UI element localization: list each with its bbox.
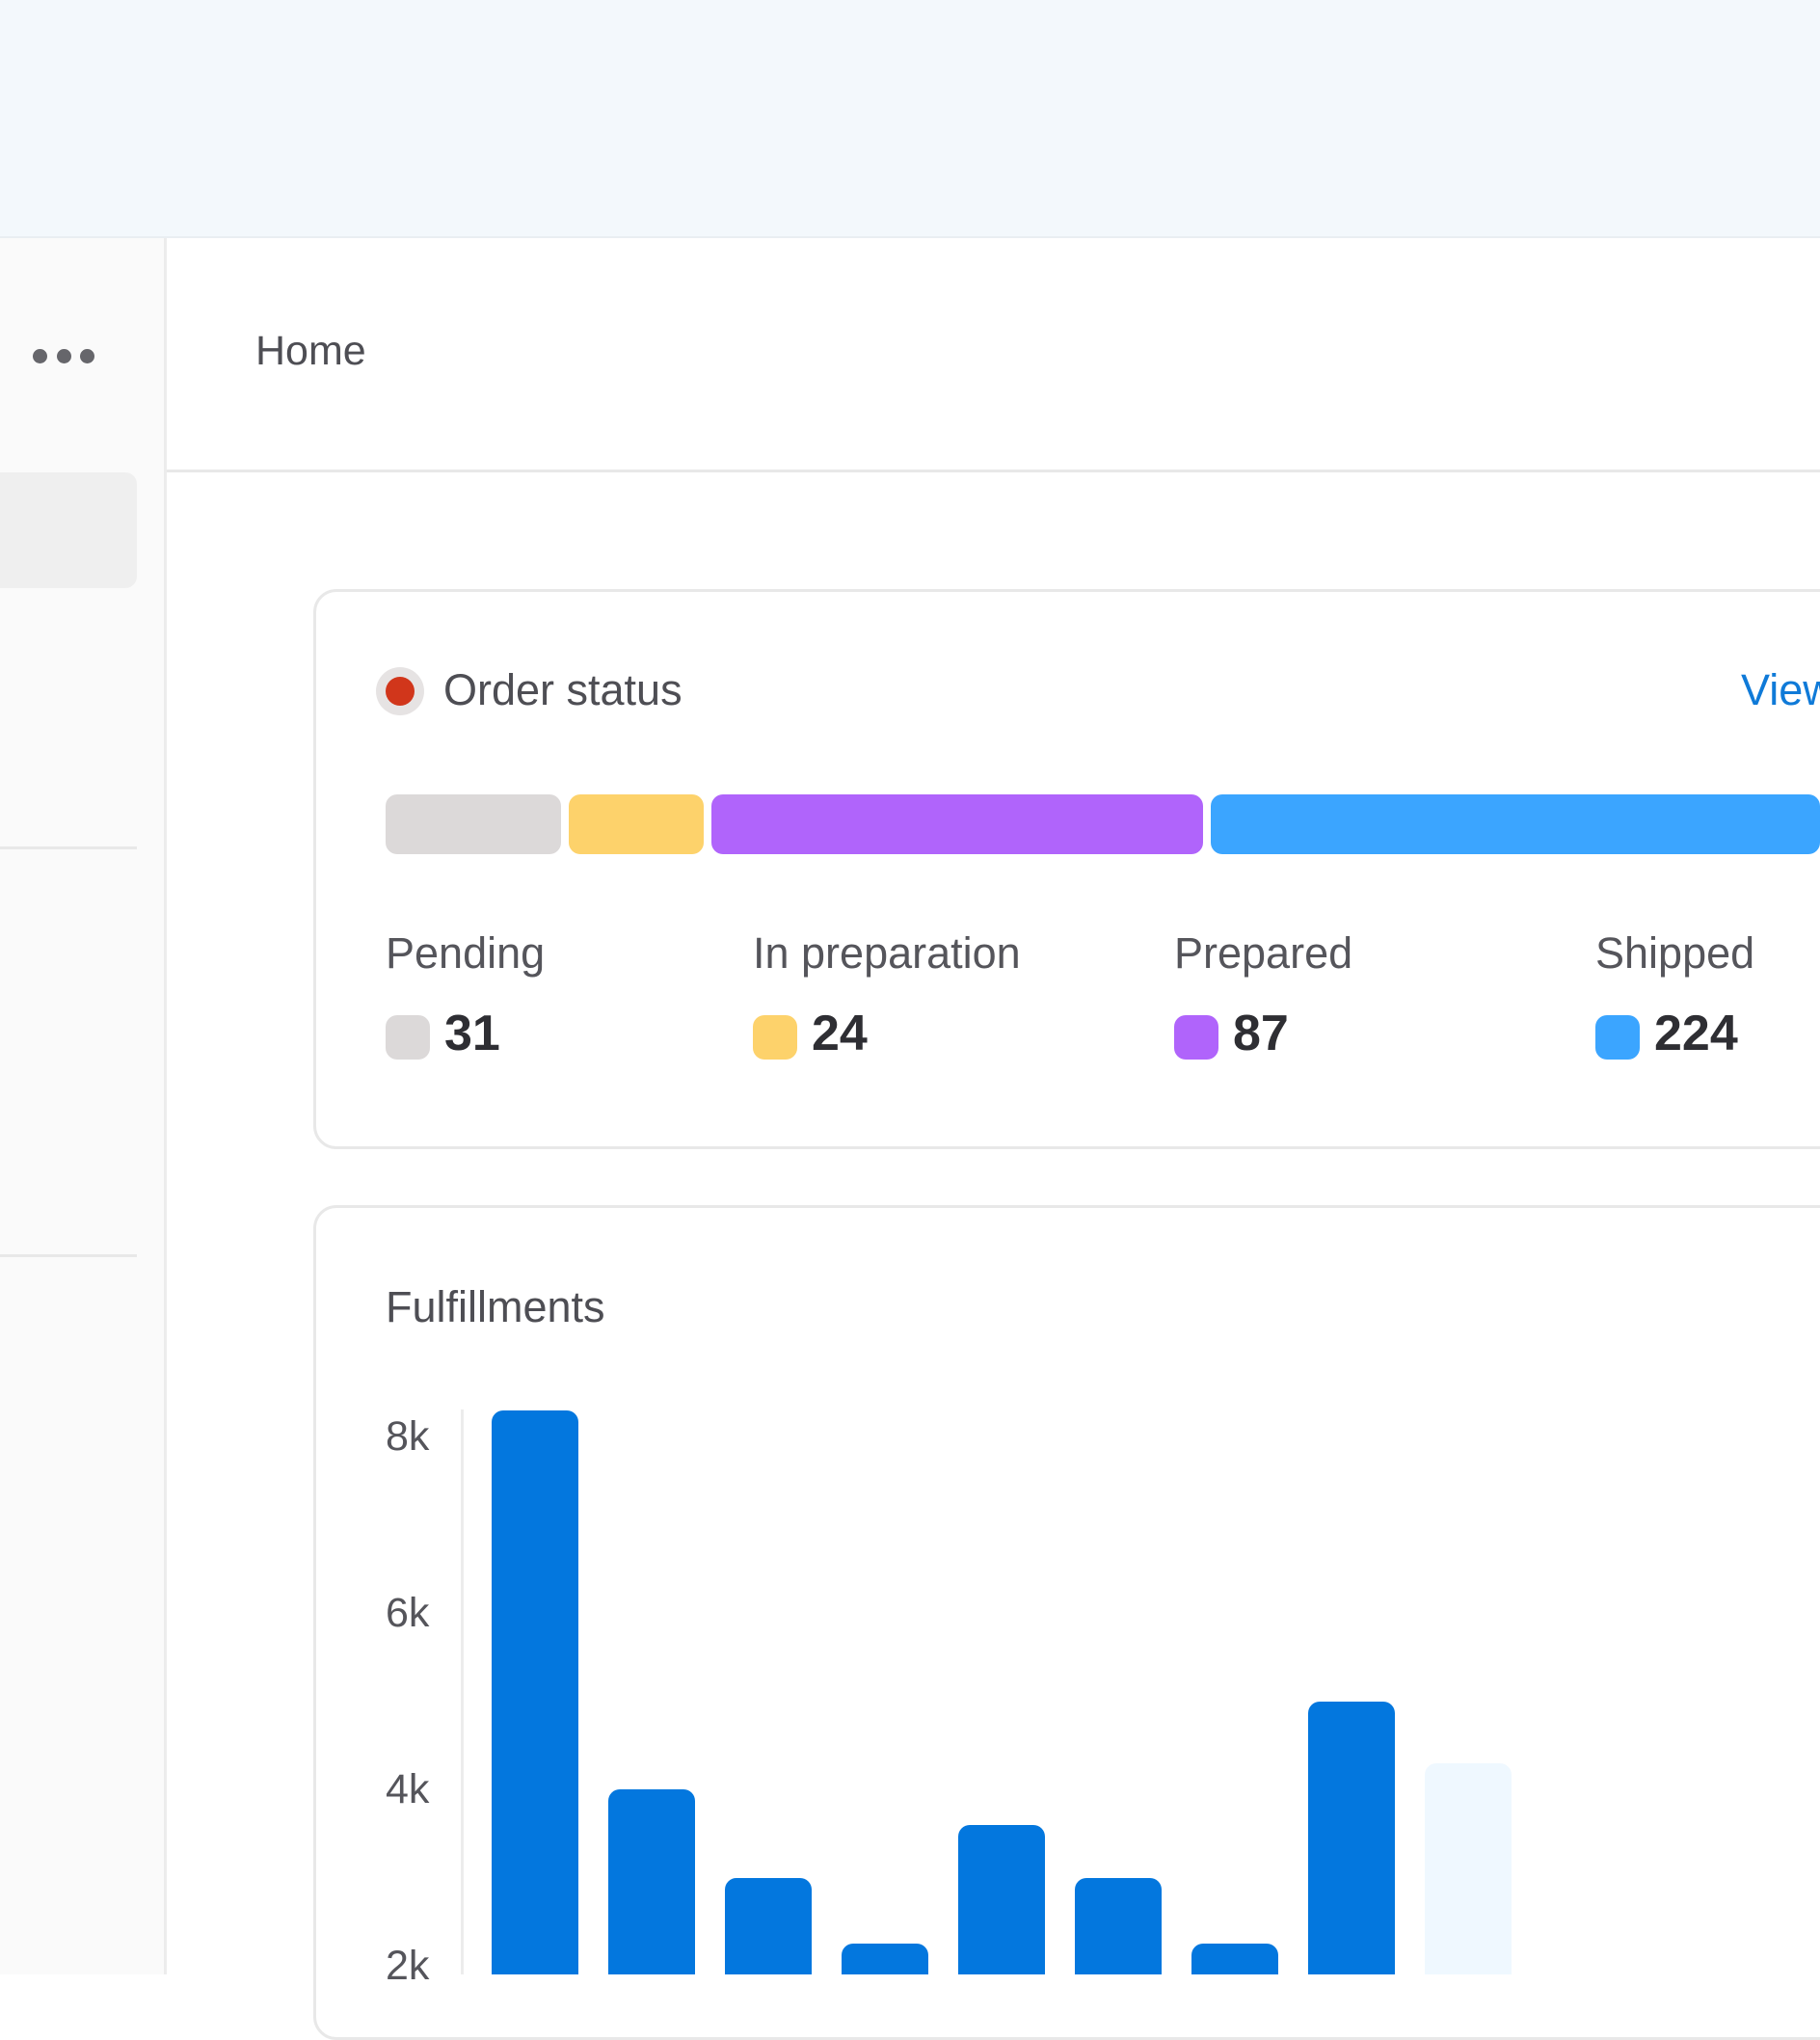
stat-label-prepared: Prepared bbox=[1174, 928, 1353, 978]
more-horizontal-icon[interactable] bbox=[33, 342, 94, 369]
fulfillment-bar[interactable] bbox=[1191, 1944, 1278, 1974]
sidebar-divider bbox=[0, 846, 137, 849]
fulfillment-bar[interactable] bbox=[1308, 1702, 1395, 1974]
stat-value-in-preparation: 24 bbox=[812, 1006, 868, 1061]
stat-label-in-preparation: In preparation bbox=[753, 928, 1021, 978]
fulfillment-bar[interactable] bbox=[725, 1878, 812, 1974]
stat-value-prepared: 87 bbox=[1233, 1006, 1289, 1061]
stat-value-shipped: 224 bbox=[1654, 1006, 1738, 1061]
fulfillment-bar[interactable] bbox=[1425, 1763, 1512, 1974]
sidebar-active-item[interactable] bbox=[0, 472, 137, 588]
order-status-card bbox=[313, 589, 1820, 1149]
segment-pending bbox=[386, 794, 561, 854]
fulfillments-title: Fulfillments bbox=[386, 1282, 605, 1331]
fulfillment-bar[interactable] bbox=[958, 1825, 1045, 1974]
order-status-title: Order status bbox=[443, 665, 682, 714]
more-dot bbox=[56, 348, 71, 363]
stat-swatch-pending bbox=[386, 1015, 430, 1060]
stat-value-pending: 31 bbox=[444, 1006, 500, 1061]
y-tick-label: 2k bbox=[386, 1943, 430, 1989]
status-indicator-core bbox=[386, 677, 415, 706]
y-tick-label: 8k bbox=[386, 1413, 430, 1460]
segment-prepared bbox=[711, 794, 1204, 854]
stat-swatch-shipped bbox=[1595, 1015, 1640, 1060]
stat-swatch-prepared bbox=[1174, 1015, 1218, 1060]
more-dot bbox=[33, 348, 47, 363]
fulfillment-bar[interactable] bbox=[842, 1944, 928, 1974]
fulfillment-bar[interactable] bbox=[1075, 1878, 1162, 1974]
segment-in-preparation bbox=[568, 794, 705, 854]
y-tick-label: 4k bbox=[386, 1766, 430, 1812]
status-indicator-icon bbox=[376, 667, 424, 715]
stat-label-pending: Pending bbox=[386, 928, 546, 978]
more-dot bbox=[80, 348, 94, 363]
y-tick-label: 6k bbox=[386, 1590, 430, 1636]
sidebar-divider bbox=[0, 1254, 137, 1257]
fulfillment-bar[interactable] bbox=[608, 1789, 695, 1974]
view-link[interactable]: View bbox=[1741, 665, 1820, 714]
stat-label-shipped: Shipped bbox=[1595, 928, 1755, 978]
y-axis bbox=[461, 1409, 464, 1974]
top-bar bbox=[0, 0, 1820, 238]
breadcrumb[interactable]: Home bbox=[255, 328, 366, 374]
stat-swatch-in-preparation bbox=[753, 1015, 797, 1060]
fulfillment-bar[interactable] bbox=[492, 1410, 578, 1974]
page-header bbox=[167, 238, 1820, 472]
segment-shipped bbox=[1211, 794, 1820, 854]
